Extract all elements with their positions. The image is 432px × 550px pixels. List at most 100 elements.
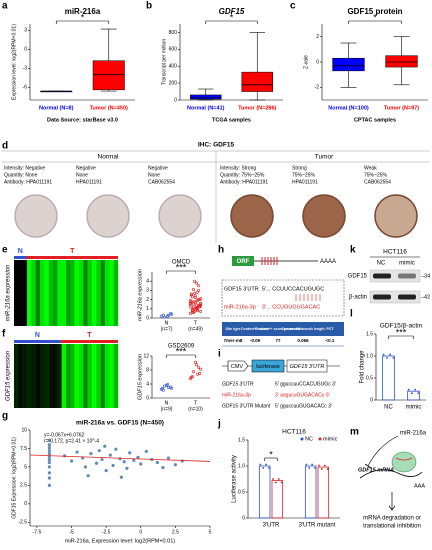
heatmap-cell — [100, 344, 106, 408]
group-n: (n=9) — [161, 406, 173, 412]
panel-label: i — [218, 349, 221, 360]
dot — [195, 363, 199, 367]
dot — [389, 353, 392, 356]
protein-label: β-actin — [349, 295, 367, 301]
dot — [194, 296, 198, 300]
point — [47, 460, 51, 465]
point — [114, 447, 118, 451]
table-header — [222, 322, 344, 336]
ihc-text: Strong — [292, 165, 307, 171]
y-tick-label: 12 — [143, 353, 149, 359]
dot — [277, 478, 280, 480]
ihc-text: Antibody: HPA011191 — [220, 179, 268, 185]
box — [385, 55, 418, 68]
y-tick-label: 800 — [169, 30, 178, 36]
ihc-image — [86, 194, 130, 238]
sequence: 5' gguccuuCCACUGUGc 3' — [275, 381, 336, 387]
heatmap-cell — [14, 260, 19, 326]
point — [139, 462, 143, 466]
heatmap-group: N — [18, 248, 23, 255]
x-tick-label: -5 — [69, 529, 74, 535]
point — [108, 453, 112, 457]
heatmap-cell — [96, 260, 101, 326]
significance: * — [230, 12, 234, 22]
ihc-text: Negative — [76, 165, 96, 171]
x-tick-label: mimic — [406, 405, 422, 411]
dot — [169, 385, 173, 389]
ihc-text: Quantity: 75%~25% — [220, 172, 265, 178]
sequence: 5'... CCUUCCACUGUGC — [262, 286, 324, 292]
point — [132, 458, 136, 462]
y-tick-label: 8 — [146, 367, 149, 373]
bar — [317, 466, 330, 519]
dot — [188, 302, 192, 306]
heatmap-cell — [87, 260, 93, 326]
point — [94, 461, 99, 465]
y-tick-label: 0 — [24, 47, 27, 53]
significance: * — [269, 449, 273, 459]
heatmap-cell — [31, 260, 36, 326]
group-label: Normal (N=8) — [39, 105, 74, 111]
heatmap-cell — [66, 260, 71, 326]
panel-label: d — [2, 141, 8, 152]
dot — [190, 310, 194, 314]
sequence-label: miR-216a-3p — [222, 392, 251, 398]
heatmap-cell — [79, 260, 84, 326]
point — [119, 475, 123, 479]
x-tick-label: -7.5 — [33, 529, 42, 535]
point — [89, 452, 93, 456]
heatmap-cell — [113, 260, 119, 326]
dot — [189, 292, 193, 296]
promoter-label: CMV — [231, 364, 244, 370]
dot — [268, 467, 270, 469]
panel-title: IHC: GDF15 — [198, 142, 235, 149]
heatmap-cell — [109, 260, 114, 326]
y-tick-label: 200 — [169, 80, 178, 86]
heatmap-cell — [61, 260, 67, 326]
sequence: 3'... CCUGUGUGACAC — [262, 304, 320, 310]
lane-label: NC — [377, 261, 386, 267]
y-tick-label: 0.5 — [366, 375, 373, 381]
heatmap-cell — [44, 344, 49, 408]
dot — [192, 279, 196, 283]
heatmap-cell — [14, 344, 19, 408]
point — [75, 450, 79, 454]
panel-title: GSD2609 — [168, 344, 195, 350]
y-tick-label: -3 — [23, 66, 28, 72]
point — [104, 469, 108, 473]
blot-title: HCT116 — [383, 249, 407, 256]
point — [47, 483, 51, 487]
dot — [189, 299, 193, 303]
ihc-text: CAB062554 — [364, 179, 391, 185]
point — [86, 474, 90, 478]
y-tick-label: 1.0 — [366, 353, 373, 359]
fit-line — [29, 454, 211, 462]
x-axis-label: miR-216a, Expression level: log2(RPM+0.0… — [65, 538, 175, 544]
blot-strip — [369, 269, 421, 283]
dot — [272, 478, 274, 480]
orf-box — [232, 256, 254, 266]
group-bar — [60, 340, 118, 343]
y-tick-label: -6 — [23, 85, 28, 91]
group-bar — [14, 256, 27, 259]
sequence-label: miR-216a-3p — [224, 304, 256, 310]
point — [122, 460, 126, 464]
group-bar — [14, 340, 61, 343]
box — [241, 71, 273, 92]
y-axis-label: GDF15 expression — [137, 354, 143, 400]
y-tick-label: 400 — [169, 64, 178, 70]
point — [47, 452, 51, 456]
point — [161, 466, 165, 470]
ihc-text: Intensity: Strong — [220, 165, 256, 171]
dot — [326, 468, 329, 470]
equation: y=-0.067x+6.0762 — [44, 432, 85, 438]
dot — [198, 371, 202, 375]
y-tick-label: -2.5 — [18, 520, 27, 526]
heatmap-cell — [22, 260, 28, 326]
dot — [196, 306, 200, 310]
panel-title: GDF15 — [219, 7, 245, 16]
outcome-text: translational inhibition — [363, 524, 421, 530]
outcome-text: mRNA degradation or — [363, 516, 421, 522]
dot — [392, 357, 395, 359]
heatmap-cell — [31, 344, 36, 408]
